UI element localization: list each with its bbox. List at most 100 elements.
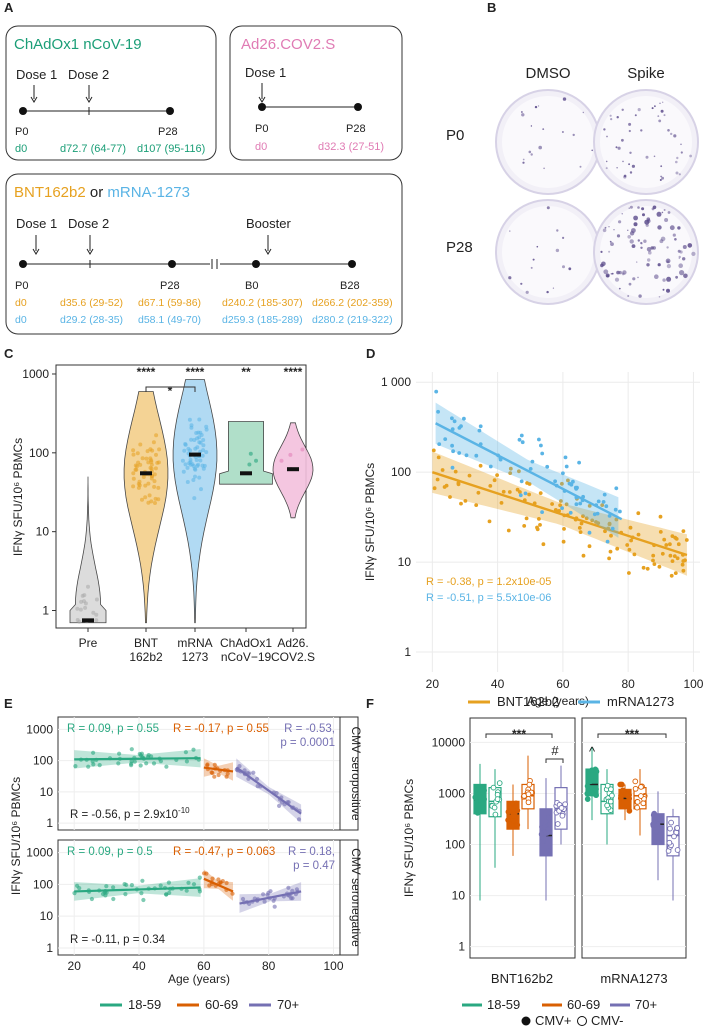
e-point (286, 885, 291, 890)
f-ytick-label: 100 (445, 838, 465, 852)
d-point-0 (609, 533, 613, 538)
d-point-1 (528, 467, 533, 471)
f-point (545, 848, 552, 854)
c-point (137, 479, 142, 484)
d-point-0 (492, 478, 497, 483)
c-point (181, 469, 186, 474)
elispot-spot (546, 206, 550, 210)
d-point-0 (581, 514, 585, 518)
e-annot-exponent: -10 (178, 806, 190, 815)
elispot-spot (542, 128, 545, 131)
elispot-spot (658, 119, 662, 123)
f-legend-age-label-2: 70+ (635, 997, 657, 1012)
d-point-0 (581, 553, 586, 558)
f-legend-age-label-1: 60-69 (567, 997, 600, 1012)
elispot-spot (509, 230, 511, 232)
e-point (224, 774, 229, 779)
elispot-spot (660, 236, 666, 242)
e-annot-group-0: R = 0.09, p = 0.55 (67, 723, 159, 735)
c-point (78, 607, 83, 612)
elispot-spot (638, 294, 642, 298)
elispot-spot (546, 290, 549, 294)
e-point (205, 762, 210, 767)
c-point (131, 476, 136, 481)
c-point (183, 442, 188, 447)
e-point (129, 883, 134, 888)
elispot-spot (538, 145, 542, 150)
f-point (505, 817, 511, 823)
mrna-bnt-time-3: d240.2 (185-307) (222, 297, 303, 309)
d-point-1 (477, 428, 482, 433)
e-point (129, 763, 134, 768)
c-point (94, 597, 99, 602)
mrna-booster-arrow-head (264, 248, 272, 255)
c-point (185, 465, 190, 470)
d-point-0 (474, 503, 479, 507)
d-point-1 (464, 453, 469, 458)
mrna-title-mrna: mRNA-1273 (107, 184, 190, 201)
d-point-0 (658, 514, 663, 519)
elispot-spot (642, 213, 645, 217)
d-point-0 (651, 558, 655, 563)
chadox-schedule-box (5, 25, 217, 161)
c-point (135, 451, 140, 456)
c-point (148, 456, 153, 461)
mrna-mrna-time-2: d58.1 (49-70) (138, 314, 201, 326)
e-legend-label-2: 70+ (277, 997, 299, 1012)
elispot-spot (608, 226, 610, 228)
d-point-0 (564, 502, 569, 507)
c-point (94, 618, 99, 623)
elispot-spot (673, 134, 677, 138)
chadox-dose1-arrow-head (30, 96, 38, 103)
c-point (147, 493, 152, 498)
f-point (653, 829, 660, 835)
d-point-0 (587, 504, 592, 508)
elispot-spot (687, 243, 693, 248)
d-point-1 (488, 464, 493, 469)
c-median-3 (240, 471, 252, 476)
elispot-spot (675, 275, 678, 279)
f-point (668, 819, 674, 826)
d-ytick-label: 10 (398, 555, 412, 569)
d-point-0 (600, 503, 605, 507)
d-point-0 (681, 568, 686, 573)
c-point (146, 500, 151, 505)
mrna-dot-1 (168, 260, 176, 268)
elispot-spot (627, 295, 630, 297)
e-ytick-label: 10 (40, 785, 54, 799)
c-point (135, 464, 139, 469)
e-point (139, 891, 144, 896)
e-fit-line (203, 877, 234, 893)
elispot-spot (572, 133, 575, 137)
elispot-spot (614, 277, 620, 282)
d-point-1 (478, 424, 483, 429)
elispot-spot (659, 239, 664, 244)
e-point (104, 884, 109, 889)
e-point (141, 897, 146, 903)
c-point (194, 458, 199, 462)
c-point (148, 465, 153, 470)
elispot-spot (652, 246, 656, 250)
f-point (513, 800, 519, 807)
f-point (604, 782, 611, 789)
well-p28-dmso-center (502, 206, 594, 298)
e-point (89, 896, 94, 902)
elispot-spot (660, 165, 663, 168)
elispot-spot (582, 111, 584, 114)
e-point (224, 880, 229, 886)
elispot-spot (611, 272, 614, 275)
elispot-spot (660, 175, 662, 178)
d-fit-line-0 (431, 471, 688, 557)
elispot-spot (663, 114, 666, 117)
d-ytick-label: 1 (404, 645, 411, 659)
d-point-0 (681, 529, 686, 533)
c-point (131, 448, 136, 453)
elispot-spot (600, 250, 603, 253)
e-point (86, 764, 91, 769)
e-ytick-label: 100 (33, 877, 53, 891)
d-point-1 (567, 481, 572, 486)
c-point (187, 417, 192, 422)
d-point-1 (436, 409, 440, 414)
c-median-1 (140, 471, 152, 476)
d-point-0 (527, 492, 531, 497)
